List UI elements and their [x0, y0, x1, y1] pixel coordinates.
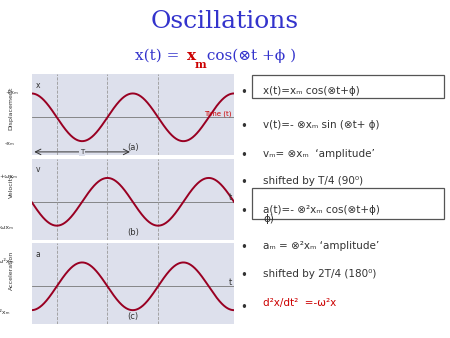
Text: shifted by 2T/4 (180⁰): shifted by 2T/4 (180⁰) — [263, 269, 377, 279]
Text: x(t) =: x(t) = — [135, 49, 184, 63]
Text: •: • — [241, 176, 248, 189]
Text: vₘ= ⊗xₘ  ‘amplitude’: vₘ= ⊗xₘ ‘amplitude’ — [263, 149, 375, 159]
Text: x: x — [187, 49, 196, 63]
Text: +xₘ: +xₘ — [5, 90, 18, 95]
Text: a(t)=- ⊗²xₘ cos(⊗t+ϕ): a(t)=- ⊗²xₘ cos(⊗t+ϕ) — [263, 204, 380, 215]
Text: (b): (b) — [127, 228, 139, 237]
Text: •: • — [241, 269, 248, 282]
Text: (c): (c) — [127, 312, 138, 321]
Text: aₘ = ⊗²xₘ ‘amplitude’: aₘ = ⊗²xₘ ‘amplitude’ — [263, 241, 380, 250]
Text: Velocity: Velocity — [9, 173, 14, 198]
Text: ϕ): ϕ) — [263, 214, 274, 223]
Text: v: v — [36, 165, 40, 174]
Text: +ωxₘ: +ωxₘ — [0, 174, 17, 179]
Text: •: • — [241, 204, 248, 218]
Text: +ω²xₘ: +ω²xₘ — [0, 259, 14, 264]
Text: m: m — [194, 59, 206, 70]
Text: Oscillations: Oscillations — [151, 10, 299, 33]
Text: t: t — [229, 193, 232, 202]
Text: -ω²xₘ: -ω²xₘ — [0, 310, 10, 315]
Text: •: • — [241, 241, 248, 254]
Text: v(t)=- ⊗xₘ sin (⊗t+ ϕ): v(t)=- ⊗xₘ sin (⊗t+ ϕ) — [263, 120, 380, 130]
Text: Acceleration: Acceleration — [9, 251, 14, 290]
Text: t: t — [229, 278, 232, 287]
Text: d²x/dt²  =-ω²x: d²x/dt² =-ω²x — [263, 298, 337, 308]
Text: x(t)=xₘ cos(⊗t+ϕ): x(t)=xₘ cos(⊗t+ϕ) — [263, 87, 360, 96]
Text: cos(⊗t +ϕ ): cos(⊗t +ϕ ) — [202, 49, 296, 63]
Text: a: a — [36, 250, 40, 259]
Text: •: • — [241, 149, 248, 162]
Text: -xₘ: -xₘ — [5, 141, 15, 146]
Text: T: T — [80, 149, 84, 155]
Text: •: • — [241, 87, 248, 99]
Text: •: • — [241, 120, 248, 133]
Text: Displacement: Displacement — [9, 87, 14, 130]
Text: •: • — [241, 301, 248, 314]
Text: shifted by T/4 (90⁰): shifted by T/4 (90⁰) — [263, 176, 364, 186]
Text: -ωxₘ: -ωxₘ — [0, 225, 14, 230]
Text: (a): (a) — [127, 143, 139, 152]
Text: Time (t): Time (t) — [204, 110, 232, 117]
Text: x: x — [36, 81, 40, 90]
